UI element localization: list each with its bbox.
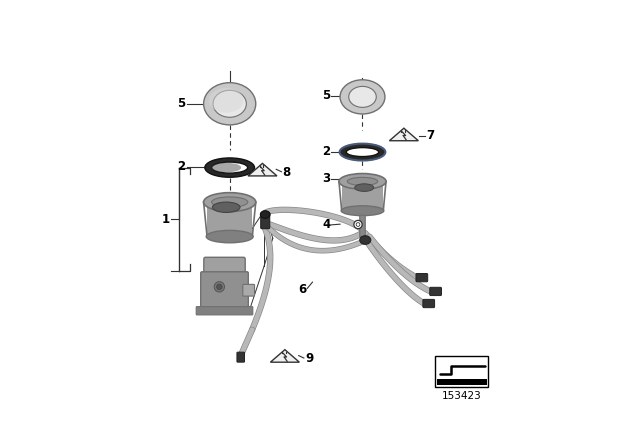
Text: 7: 7 xyxy=(426,129,435,142)
Text: 6: 6 xyxy=(298,283,307,296)
Text: 3: 3 xyxy=(323,172,330,185)
Polygon shape xyxy=(389,128,419,141)
Ellipse shape xyxy=(204,193,256,211)
Ellipse shape xyxy=(204,83,256,125)
Ellipse shape xyxy=(355,184,374,191)
FancyBboxPatch shape xyxy=(260,213,269,228)
Text: 5: 5 xyxy=(322,89,330,102)
Ellipse shape xyxy=(360,236,371,244)
Polygon shape xyxy=(270,349,300,362)
FancyBboxPatch shape xyxy=(196,306,253,315)
Circle shape xyxy=(354,220,362,228)
FancyBboxPatch shape xyxy=(416,273,428,282)
FancyBboxPatch shape xyxy=(201,272,248,309)
Circle shape xyxy=(214,282,225,292)
Ellipse shape xyxy=(339,173,386,189)
FancyBboxPatch shape xyxy=(423,299,435,308)
Ellipse shape xyxy=(346,147,379,156)
FancyBboxPatch shape xyxy=(430,287,442,296)
Circle shape xyxy=(216,284,222,289)
Text: 2: 2 xyxy=(177,160,185,173)
Ellipse shape xyxy=(348,177,378,185)
Polygon shape xyxy=(248,164,277,176)
Text: 9: 9 xyxy=(305,352,313,365)
Polygon shape xyxy=(342,181,383,211)
Ellipse shape xyxy=(260,211,270,218)
Text: 8: 8 xyxy=(282,166,291,179)
FancyBboxPatch shape xyxy=(237,352,244,362)
Text: 153423: 153423 xyxy=(442,391,481,401)
Ellipse shape xyxy=(209,88,244,113)
Ellipse shape xyxy=(213,90,246,117)
Text: 4: 4 xyxy=(322,218,330,231)
FancyBboxPatch shape xyxy=(204,257,245,299)
Ellipse shape xyxy=(341,206,384,215)
Ellipse shape xyxy=(205,158,255,177)
Ellipse shape xyxy=(206,230,253,243)
Polygon shape xyxy=(207,202,252,237)
Polygon shape xyxy=(436,379,486,385)
Text: 5: 5 xyxy=(177,97,185,110)
Ellipse shape xyxy=(349,86,376,108)
Circle shape xyxy=(356,223,360,226)
FancyBboxPatch shape xyxy=(435,356,488,387)
Ellipse shape xyxy=(211,163,241,172)
Ellipse shape xyxy=(212,197,248,207)
FancyBboxPatch shape xyxy=(360,215,365,237)
Text: 1: 1 xyxy=(162,213,170,226)
Ellipse shape xyxy=(212,162,248,173)
Ellipse shape xyxy=(212,202,240,212)
Ellipse shape xyxy=(340,80,385,114)
FancyBboxPatch shape xyxy=(243,284,255,296)
Ellipse shape xyxy=(340,144,385,160)
Text: 2: 2 xyxy=(323,145,330,158)
